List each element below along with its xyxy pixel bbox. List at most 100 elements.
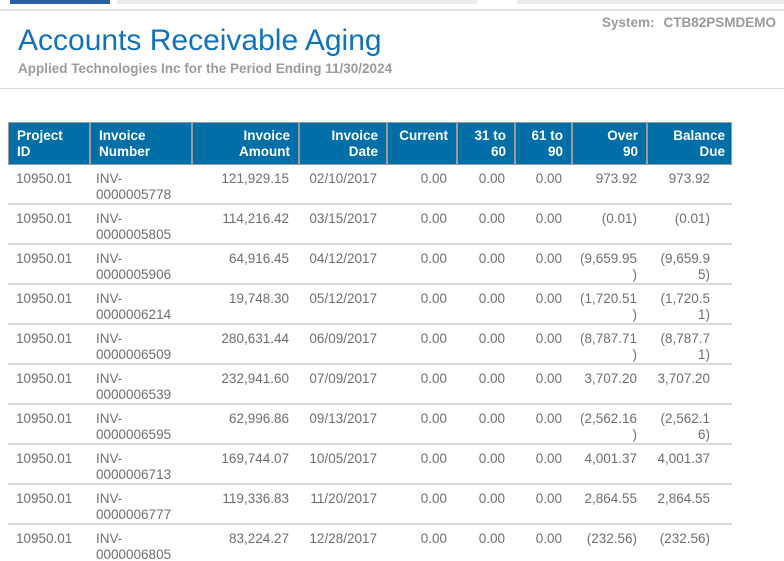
table-cell: 10950.01 (8, 285, 88, 323)
table-cell: 169,744.07 (190, 445, 297, 483)
table-cell: 10950.01 (8, 165, 88, 203)
table-cell: 10950.01 (8, 365, 88, 403)
aging-table: Project IDInvoice NumberInvoice AmountIn… (8, 122, 732, 561)
table-cell: 0.00 (455, 405, 513, 443)
table-row: 10950.01INV-0000005805114,216.4203/15/20… (8, 205, 732, 245)
table-cell: 0.00 (513, 325, 570, 363)
table-row: 10950.01INV-0000006539232,941.6007/09/20… (8, 365, 732, 405)
table-cell: (9,659.95) (645, 245, 732, 283)
system-value: CTB82PSMDEMO (663, 15, 776, 30)
table-cell: 0.00 (455, 445, 513, 483)
table-cell: 10950.01 (8, 445, 88, 483)
table-cell: 07/09/2017 (297, 365, 385, 403)
table-cell: 0.00 (385, 525, 455, 561)
table-header-row: Project IDInvoice NumberInvoice AmountIn… (8, 122, 732, 165)
table-cell: 2,864.55 (645, 485, 732, 523)
table-cell: 19,748.30 (190, 285, 297, 323)
report-page: Accounts Receivable Aging Applied Techno… (0, 0, 784, 561)
column-header: Balance Due (646, 123, 733, 164)
table-cell: 0.00 (513, 485, 570, 523)
table-cell: (232.56) (570, 525, 645, 561)
table-cell: INV-0000006713 (88, 445, 190, 483)
table-cell: 0.00 (455, 525, 513, 561)
column-header: Project ID (9, 123, 89, 164)
table-cell: (232.56) (645, 525, 732, 561)
table-cell: 0.00 (455, 485, 513, 523)
table-cell: INV-0000006214 (88, 285, 190, 323)
table-cell: 0.00 (455, 245, 513, 283)
table-row: 10950.01INV-0000006713169,744.0710/05/20… (8, 445, 732, 485)
table-cell: 0.00 (513, 525, 570, 561)
table-cell: 0.00 (385, 285, 455, 323)
table-cell: 10950.01 (8, 205, 88, 243)
table-cell: 10950.01 (8, 245, 88, 283)
table-cell: 0.00 (455, 165, 513, 203)
table-cell: 02/10/2017 (297, 165, 385, 203)
table-cell: 0.00 (513, 405, 570, 443)
top-divider (0, 9, 784, 11)
column-header: Current (386, 123, 456, 164)
table-cell: 64,916.45 (190, 245, 297, 283)
table-cell: 3,707.20 (570, 365, 645, 403)
table-cell: 0.00 (513, 285, 570, 323)
table-cell: 0.00 (513, 165, 570, 203)
header-divider (0, 88, 784, 89)
table-cell: 0.00 (455, 205, 513, 243)
table-cell: 3,707.20 (645, 365, 732, 403)
table-cell: 973.92 (645, 165, 732, 203)
tab-strip (0, 0, 784, 12)
table-row: 10950.01INV-000000621419,748.3005/12/201… (8, 285, 732, 325)
table-cell: INV-0000006595 (88, 405, 190, 443)
system-info: System: CTB82PSMDEMO (602, 15, 776, 30)
table-cell: INV-0000006539 (88, 365, 190, 403)
table-cell: 0.00 (455, 325, 513, 363)
table-cell: INV-0000005906 (88, 245, 190, 283)
table-cell: 119,336.83 (190, 485, 297, 523)
column-header: Invoice Date (298, 123, 386, 164)
table-cell: 973.92 (570, 165, 645, 203)
table-cell: 03/15/2017 (297, 205, 385, 243)
table-cell: 0.00 (513, 245, 570, 283)
table-cell: 10950.01 (8, 525, 88, 561)
table-cell: 04/12/2017 (297, 245, 385, 283)
table-cell: (0.01) (645, 205, 732, 243)
table-cell: (2,562.16) (570, 405, 645, 443)
table-cell: 05/12/2017 (297, 285, 385, 323)
table-cell: 83,224.27 (190, 525, 297, 561)
active-tab-indicator (10, 0, 110, 4)
table-row: 10950.01INV-000000590664,916.4504/12/201… (8, 245, 732, 285)
table-cell: 0.00 (455, 365, 513, 403)
table-cell: 0.00 (455, 285, 513, 323)
table-row: 10950.01INV-0000005778121,929.1502/10/20… (8, 165, 732, 205)
table-cell: 10950.01 (8, 405, 88, 443)
table-cell: 11/20/2017 (297, 485, 385, 523)
table-cell: 0.00 (513, 365, 570, 403)
column-header: 31 to 60 (456, 123, 514, 164)
table-cell: 09/13/2017 (297, 405, 385, 443)
table-cell: 0.00 (385, 325, 455, 363)
table-cell: INV-0000006509 (88, 325, 190, 363)
table-cell: 62,996.86 (190, 405, 297, 443)
table-cell: INV-0000005778 (88, 165, 190, 203)
table-cell: 280,631.44 (190, 325, 297, 363)
table-cell: (2,562.16) (645, 405, 732, 443)
table-cell: 10/05/2017 (297, 445, 385, 483)
table-cell: INV-0000006777 (88, 485, 190, 523)
table-row: 10950.01INV-000000680583,224.2712/28/201… (8, 525, 732, 561)
table-cell: 0.00 (385, 365, 455, 403)
system-label: System: (602, 15, 655, 30)
table-body: 10950.01INV-0000005778121,929.1502/10/20… (8, 165, 732, 561)
table-cell: 0.00 (385, 485, 455, 523)
table-cell: 2,864.55 (570, 485, 645, 523)
table-row: 10950.01INV-0000006509280,631.4406/09/20… (8, 325, 732, 365)
table-cell: 0.00 (385, 245, 455, 283)
column-header: Invoice Number (89, 123, 191, 164)
table-cell: 12/28/2017 (297, 525, 385, 561)
page-title: Accounts Receivable Aging (18, 24, 382, 58)
tab-strip-segment (517, 0, 784, 4)
table-cell: INV-0000005805 (88, 205, 190, 243)
table-cell: 0.00 (385, 165, 455, 203)
table-cell: (9,659.95) (570, 245, 645, 283)
table-cell: 232,941.60 (190, 365, 297, 403)
table-cell: (1,720.51) (645, 285, 732, 323)
